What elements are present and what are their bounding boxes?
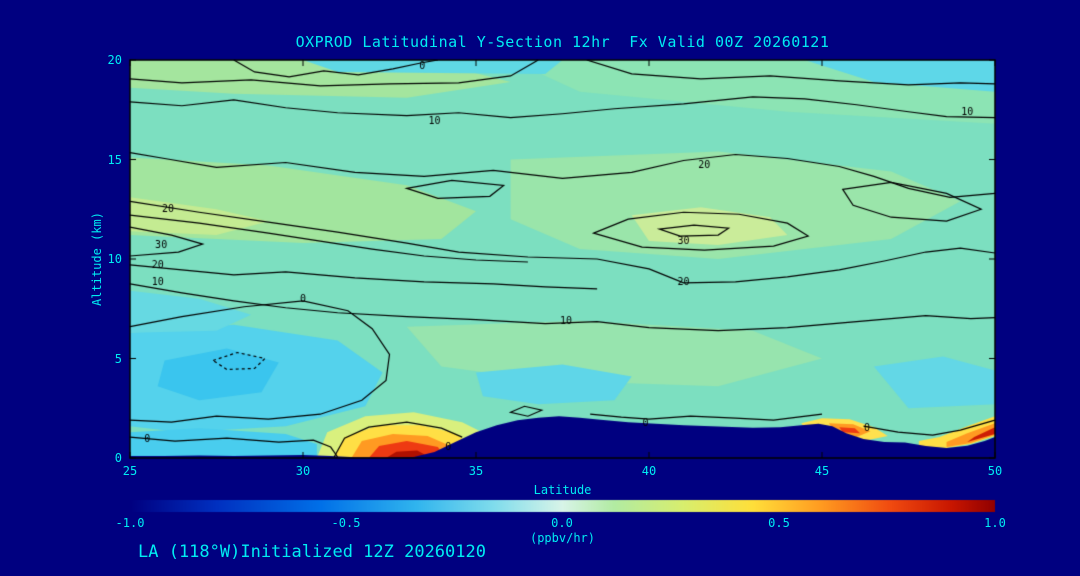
y-tick-label: 15 <box>107 153 122 167</box>
x-tick-label: 35 <box>468 464 484 478</box>
colorbar-tick-label: 0.0 <box>551 516 573 530</box>
x-axis-title: Latitude <box>533 483 592 497</box>
x-tick-label: 45 <box>814 464 830 478</box>
colorbar-tick-label: 0.5 <box>768 516 790 530</box>
x-tick-label: 50 <box>987 464 1003 478</box>
x-tick-label: 25 <box>122 464 138 478</box>
y-tick-label: 10 <box>107 252 122 266</box>
colorbar-units-label: (ppbv/hr) <box>529 531 596 545</box>
y-tick-label: 0 <box>114 451 122 465</box>
init-time-label: LA (118°W)Initialized 12Z 20260120 <box>138 542 486 562</box>
colorbar-tick-label: 1.0 <box>984 516 1006 530</box>
y-tick-label: 20 <box>107 53 122 67</box>
colorbar-tick-label: -1.0 <box>115 516 145 530</box>
y-tick-label: 5 <box>114 352 122 366</box>
colorbar-tick-label: -0.5 <box>331 516 361 530</box>
chart-title: OXPROD Latitudinal Y-Section 12hr Fx Val… <box>295 33 830 51</box>
x-tick-label: 40 <box>641 464 657 478</box>
x-tick-label: 30 <box>295 464 311 478</box>
